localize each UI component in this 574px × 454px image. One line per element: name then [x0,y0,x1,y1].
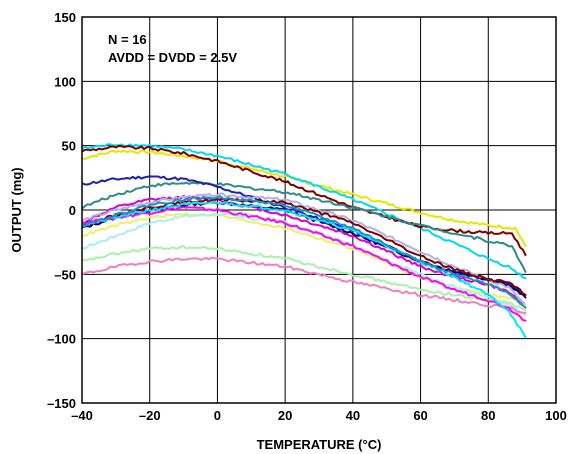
series-line [82,206,527,322]
annotation-supply: AVDD = DVDD = 2.5V [108,50,237,65]
series-line [82,144,527,256]
y-tick-label: 150 [54,10,76,25]
x-tick-label: 0 [214,408,221,423]
y-tick-labels: –150 –100 –50 0 50 100 150 [47,10,76,411]
x-tick-label: 40 [346,408,360,423]
y-axis-title: OUTPUT (mg) [9,167,24,252]
y-tick-label: 100 [54,74,76,89]
y-tick-label: 0 [69,203,76,218]
series-line [82,200,527,339]
series-line [82,256,527,314]
x-tick-labels: –40 –20 0 20 40 60 80 100 [71,408,567,423]
x-tick-label: 60 [413,408,427,423]
series-line [82,143,527,280]
x-tick-label: 100 [545,408,567,423]
y-tick-label: –150 [47,396,76,411]
y-tick-label: –50 [54,267,76,282]
annotation-n: N = 16 [108,32,147,47]
x-tick-label: –20 [139,408,161,423]
x-tick-label: 20 [278,408,292,423]
series-line [82,212,527,317]
series-line [82,181,527,273]
x-axis-title: TEMPERATURE (°C) [257,437,382,452]
series-line [82,195,527,309]
x-tick-label: 80 [481,408,495,423]
series-line [82,245,527,312]
plot-series [82,143,527,339]
y-tick-label: –100 [47,332,76,347]
y-tick-label: 50 [62,139,76,154]
plot-frame [81,16,557,404]
series-line [82,192,527,307]
x-tick-label: –40 [71,408,93,423]
